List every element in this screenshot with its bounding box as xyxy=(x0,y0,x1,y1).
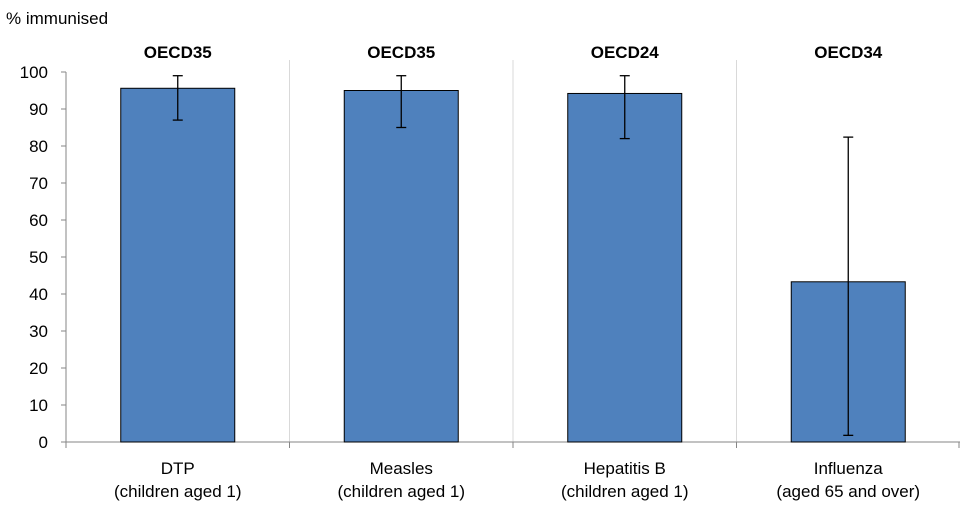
y-tick-label: 90 xyxy=(29,100,48,119)
bars xyxy=(120,87,906,443)
y-tick-label: 100 xyxy=(20,63,48,82)
bar xyxy=(567,92,683,443)
group-label: OECD35 xyxy=(144,43,212,62)
group-label: OECD35 xyxy=(367,43,435,62)
error-bars xyxy=(172,75,854,436)
bar xyxy=(343,90,459,443)
y-axis-title: % immunised xyxy=(6,9,108,28)
grid-layer xyxy=(289,60,737,442)
category-label-line2: (aged 65 and over) xyxy=(776,482,920,501)
category-label-line1: Hepatitis B xyxy=(584,459,666,478)
y-tick-label: 50 xyxy=(29,248,48,267)
y-tick-label: 10 xyxy=(29,396,48,415)
category-label-line1: Influenza xyxy=(814,459,884,478)
y-tick-label: 40 xyxy=(29,285,48,304)
category-labels: DTP (children aged 1) Measles (children age… xyxy=(114,459,920,501)
y-tick-label: 80 xyxy=(29,137,48,156)
y-tick-label: 70 xyxy=(29,174,48,193)
category-label-line2: (children aged 1) xyxy=(561,482,689,501)
y-axis: 0 10 20 30 40 50 60 70 80 90 100 xyxy=(20,63,67,452)
y-tick-label: 30 xyxy=(29,322,48,341)
group-label: OECD24 xyxy=(591,43,660,62)
category-label-line1: Measles xyxy=(370,459,433,478)
y-tick-label: 0 xyxy=(39,433,48,452)
x-axis xyxy=(65,441,960,448)
y-tick-label: 20 xyxy=(29,359,48,378)
y-tick-label: 60 xyxy=(29,211,48,230)
category-label-line2: (children aged 1) xyxy=(337,482,465,501)
bar xyxy=(120,87,236,443)
category-label-line1: DTP xyxy=(161,459,195,478)
group-labels: OECD35 OECD35 OECD24 OECD34 xyxy=(144,43,883,62)
category-label-line2: (children aged 1) xyxy=(114,482,242,501)
group-label: OECD34 xyxy=(814,43,883,62)
